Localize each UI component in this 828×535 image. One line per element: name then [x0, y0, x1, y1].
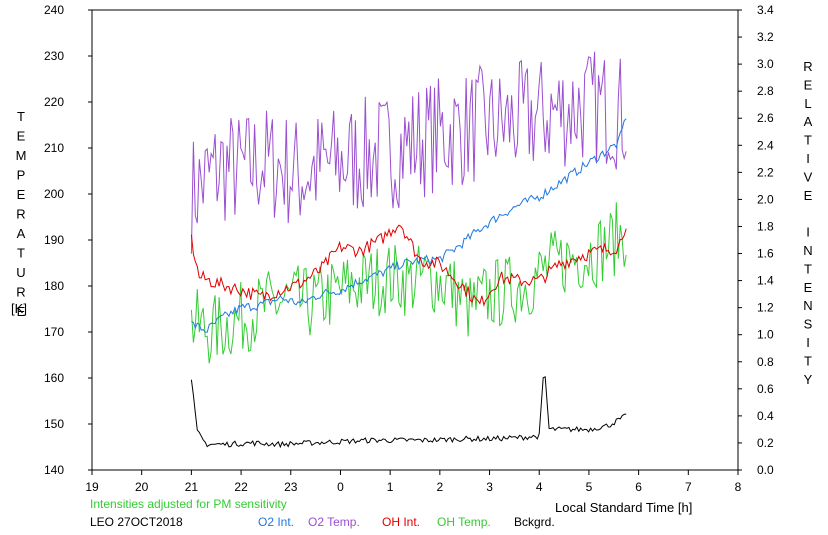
axis-label-letter: E: [804, 77, 813, 92]
x-tick-label: 5: [586, 480, 593, 494]
x-tick-label: 8: [735, 480, 742, 494]
axis-label-letter: N: [803, 243, 812, 258]
right-tick-label: 1.2: [757, 301, 774, 315]
axis-label-letter: I: [806, 151, 810, 166]
axis-label-letter: R: [16, 285, 25, 300]
right-tick-label: 1.6: [757, 247, 774, 261]
x-tick-label: 19: [85, 480, 99, 494]
legend-oh-int: OH Int.: [382, 515, 421, 529]
axis-label-letter: P: [17, 168, 26, 183]
right-tick-label: 0.0: [757, 463, 774, 477]
axis-label-letter: T: [17, 246, 25, 261]
right-tick-label: 0.2: [757, 436, 774, 450]
axis-label-letter: S: [804, 317, 813, 332]
axis-label-letter: T: [804, 133, 812, 148]
x-tick-label: 20: [135, 480, 149, 494]
right-tick-label: 0.6: [757, 382, 774, 396]
right-tick-label: 2.8: [757, 84, 774, 98]
station-date: LEO 27OCT2018: [90, 515, 183, 529]
legend-o2-temp: O2 Temp.: [308, 515, 360, 529]
axis-label-letter: T: [804, 353, 812, 368]
series-oh-int: [190, 224, 627, 307]
series-layer: [190, 51, 627, 449]
right-tick-label: 2.6: [757, 111, 774, 125]
axis-label-letter: R: [16, 207, 25, 222]
axis-label-letter: R: [803, 59, 812, 74]
axis-label-letter: T: [17, 109, 25, 124]
axis-label-letter: E: [17, 187, 26, 202]
x-tick-label: 6: [635, 480, 642, 494]
legend-o2-int: O2 Int.: [258, 515, 295, 529]
left-tick-label: 230: [44, 49, 64, 63]
right-tick-label: 3.2: [757, 30, 774, 44]
axis-label-letter: N: [803, 298, 812, 313]
right-tick-label: 0.8: [757, 355, 774, 369]
x-tick-label: 23: [284, 480, 298, 494]
series-o2-int: [191, 118, 627, 333]
x-tick-label: 3: [486, 480, 493, 494]
series-oh-temp: [190, 202, 627, 364]
left-axis-unit: [K]: [11, 301, 27, 316]
x-tick-label: 2: [437, 480, 444, 494]
axis-label-letter: M: [16, 148, 27, 163]
left-tick-label: 190: [44, 233, 64, 247]
x-axis-label: Local Standard Time [h]: [555, 500, 692, 515]
x-tick-label: 1: [387, 480, 394, 494]
axis-label-letter: L: [804, 96, 811, 111]
axis-label-letter: E: [17, 304, 26, 319]
left-tick-label: 240: [44, 3, 64, 17]
left-tick-label: 200: [44, 187, 64, 201]
axis-label-letter: Y: [804, 372, 813, 387]
axis-label-letter: I: [806, 225, 810, 240]
axis-label-letter: U: [16, 265, 25, 280]
legend-bckgrd: Bckgrd.: [514, 515, 555, 529]
axis-label-letter: E: [17, 129, 26, 144]
axis-label-letter: A: [17, 226, 26, 241]
right-tick-label: 1.4: [757, 274, 774, 288]
axis-label-letter: V: [804, 169, 813, 184]
adjust-note: Intensities adjusted for PM sensitivity: [90, 497, 287, 511]
x-tick-label: 21: [185, 480, 199, 494]
left-tick-label: 210: [44, 141, 64, 155]
right-tick-label: 1.8: [757, 219, 774, 233]
x-axis-ticks: 19 20 21 22 23 0 1 2 3 4 5 6 7 8: [85, 470, 742, 494]
axis-label-letter: A: [804, 114, 813, 129]
x-tick-label: 4: [536, 480, 543, 494]
right-tick-label: 2.4: [757, 138, 774, 152]
right-tick-label: 1.0: [757, 328, 774, 342]
series-o2-temp: [190, 51, 627, 254]
x-tick-label: 0: [337, 480, 344, 494]
left-tick-label: 170: [44, 325, 64, 339]
series-bckgrd: [190, 376, 627, 449]
axis-label-letter: E: [804, 280, 813, 295]
axis-label-letter: I: [806, 335, 810, 350]
right-tick-label: 0.4: [757, 409, 774, 423]
axis-label-letter: E: [804, 188, 813, 203]
right-tick-label: 3.0: [757, 57, 774, 71]
right-axis-ticks: 0.0 0.2 0.4 0.6 0.8 1.0 1.2 1.4 1.6 1.8 2.0 2.2 2.4 2…: [738, 3, 774, 477]
right-tick-label: 2.0: [757, 192, 774, 206]
plot-frame: [91, 9, 739, 471]
x-tick-label: 7: [685, 480, 692, 494]
right-tick-label: 3.4: [757, 3, 774, 17]
left-tick-label: 180: [44, 279, 64, 293]
left-tick-label: 160: [44, 371, 64, 385]
left-tick-label: 220: [44, 95, 64, 109]
left-tick-label: 150: [44, 417, 64, 431]
axis-label-letter: T: [804, 261, 812, 276]
legend-oh-temp: OH Temp.: [437, 515, 491, 529]
left-axis-ticks: 140 150 160 170 180 190 200 210 220 230 240: [44, 3, 92, 477]
right-tick-label: 2.2: [757, 165, 774, 179]
left-tick-label: 140: [44, 463, 64, 477]
x-tick-label: 22: [234, 480, 248, 494]
